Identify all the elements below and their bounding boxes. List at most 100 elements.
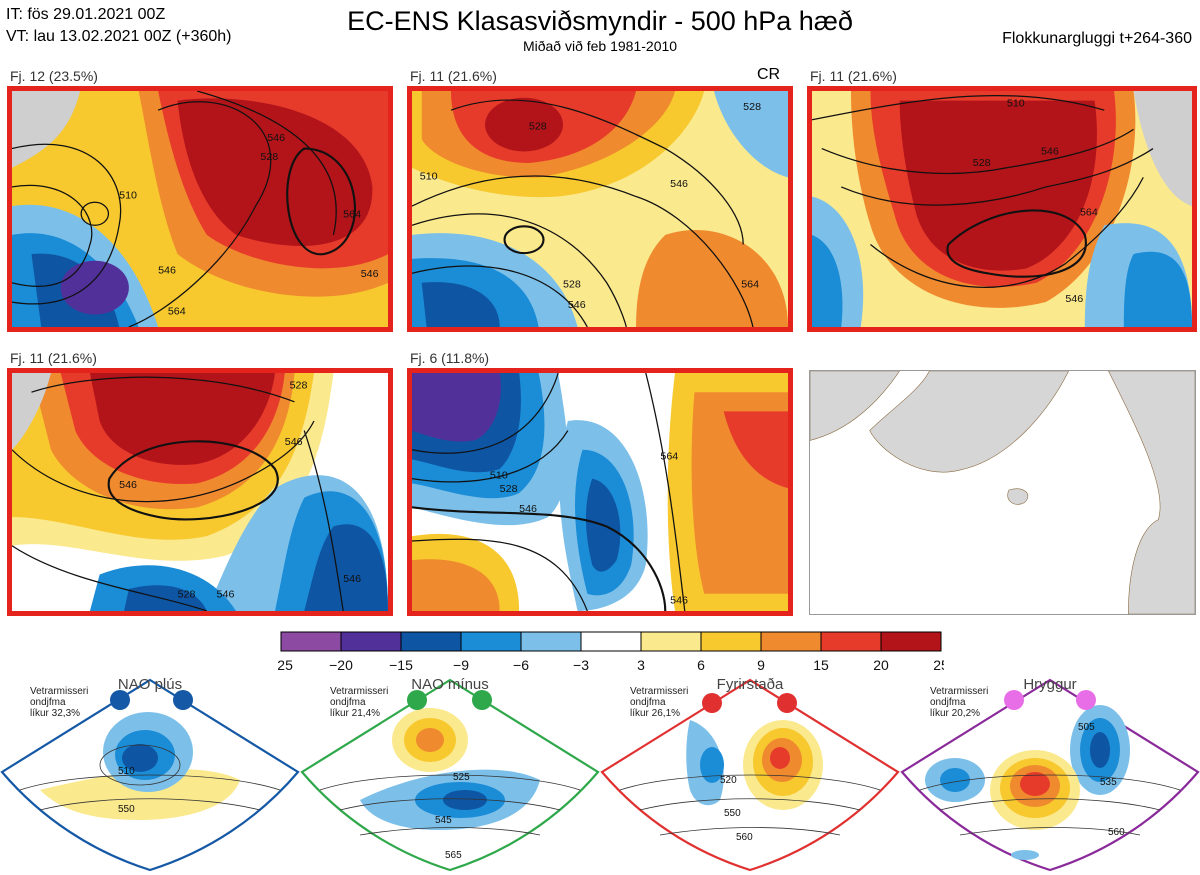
contour-line [412, 175, 754, 327]
contour-line [196, 91, 337, 236]
height-contours [412, 373, 686, 611]
contour-label: 546 [343, 573, 361, 585]
contour-label: 546 [670, 178, 688, 190]
regime-name: NAO plús [117, 676, 183, 693]
contour-label: 510 [119, 190, 137, 202]
contour-label: 546 [119, 479, 137, 491]
panel-3-label: Fj. 11 (21.6%) [810, 68, 897, 84]
regime-meta-2: ondjfma [30, 697, 66, 708]
contour-line [128, 101, 272, 327]
colorbar-swatch [400, 631, 462, 652]
regime-blocking-svg: 520 550 560 [600, 678, 900, 872]
contour-label: 510 [118, 766, 135, 777]
init-time: IT: fös 29.01.2021 00Z [6, 6, 166, 23]
contour-line [359, 827, 541, 836]
contour-label: 546 [568, 299, 586, 311]
colorbar-swatch [520, 631, 582, 652]
regime-meta: Vetrarmisseri ondjfma líkur 26,1% [630, 686, 688, 719]
colorbar-swatches [280, 631, 942, 652]
land-europe [1108, 371, 1195, 614]
neg-anom-lo3 [421, 282, 500, 327]
contour-label: 528 [973, 157, 991, 169]
contour-label: 550 [724, 808, 741, 819]
contour-labels: 510 528 546 564 546 [490, 450, 688, 606]
colorbar-tick-label: −9 [453, 657, 469, 673]
contour-line [339, 798, 561, 811]
pos-anom-core [177, 98, 373, 246]
contour-line [39, 798, 261, 811]
contour-label: 505 [1078, 722, 1095, 733]
contour-line [812, 94, 1105, 121]
land [810, 371, 900, 441]
pos-anom-se [636, 229, 788, 327]
regime-contours [919, 774, 1181, 836]
contour-label: 528 [743, 101, 761, 113]
contour-labels: 528 546 510 528 546 564 528 [420, 101, 761, 311]
contour-low [80, 201, 110, 226]
regime-nao-plus: 510 550 NAO plús Vetrarmisseri ondjfma l… [0, 670, 300, 875]
colorbar-tick-label: −20 [329, 657, 353, 673]
regime-contours [19, 744, 281, 811]
cluster-map-1-svg: 546 528 564 546 510 546 564 [12, 91, 388, 327]
regime-marker [472, 690, 492, 710]
contour-label: 546 [217, 589, 235, 601]
regime-meta-1: Vetrarmisseri [330, 686, 389, 697]
colorbar-swatch [880, 631, 942, 652]
contour-label: 550 [118, 804, 135, 815]
regime-name: Hryggur [1023, 676, 1077, 693]
pos-anom-sw2 [412, 559, 500, 611]
neg-anom-core [60, 260, 129, 315]
regime-contours [619, 774, 881, 836]
regime-meta: Vetrarmisseri ondjfma líkur 32,3% [30, 686, 88, 719]
contour-line [12, 184, 93, 287]
contour-label: 510 [1007, 97, 1025, 109]
contour-label: 560 [736, 832, 753, 843]
valid-time: VT: lau 13.02.2021 00Z (+360h) [6, 28, 232, 45]
regime-marker [1004, 690, 1024, 710]
pos-anom-core [416, 728, 444, 752]
regime-meta-3: líkur 32,3% [30, 708, 81, 719]
contour-label: 564 [741, 279, 759, 291]
contour-line [412, 430, 569, 483]
contour-line [12, 143, 122, 305]
pos-anom-e3 [723, 411, 788, 489]
neg-anom-e2 [1123, 251, 1192, 327]
land [1133, 91, 1192, 207]
contour-line [645, 373, 686, 611]
regime-meta-1: Vetrarmisseri [630, 686, 689, 697]
contour-label: 528 [563, 279, 581, 291]
contour-line [12, 545, 208, 611]
panel-2-label: Fj. 11 (21.6%) [410, 68, 497, 84]
colorbar-swatch [640, 631, 702, 652]
contour-line [659, 827, 841, 836]
panel-4-label: Fj. 11 (21.6%) [10, 350, 97, 366]
regime-meta-3: líkur 20,2% [930, 708, 981, 719]
contour-label: 560 [1108, 827, 1125, 838]
regime-meta-1: Vetrarmisseri [930, 686, 989, 697]
cluster-map-5: 510 528 546 564 546 [407, 368, 793, 616]
neg-anom-core [122, 744, 158, 772]
land-greenland [869, 371, 1069, 473]
regime-meta: Vetrarmisseri ondjfma líkur 20,2% [930, 686, 988, 719]
height-contours [412, 99, 754, 327]
regime-marker [777, 693, 797, 713]
cluster-map-3: 510 528 546 564 546 [807, 86, 1197, 332]
contour-label: 525 [453, 772, 470, 783]
contour-line [619, 774, 881, 791]
height-contours [12, 91, 356, 327]
contour-label: 528 [500, 483, 518, 495]
neg-anom-w2 [940, 768, 970, 792]
contour-label: 546 [361, 268, 379, 280]
contour-label: 528 [529, 120, 547, 132]
regime-name: Fyrirstaða [716, 676, 784, 693]
contour-line [412, 265, 588, 327]
pos-anom-core [485, 97, 563, 152]
contour-line [919, 774, 1181, 791]
contour-label: 564 [168, 306, 186, 318]
contour-label: 546 [670, 594, 688, 606]
regime-meta-2: ondjfma [630, 697, 666, 708]
neg-anom-s [1011, 850, 1039, 860]
contour-label: 564 [660, 450, 678, 462]
pos-anom [40, 769, 240, 820]
